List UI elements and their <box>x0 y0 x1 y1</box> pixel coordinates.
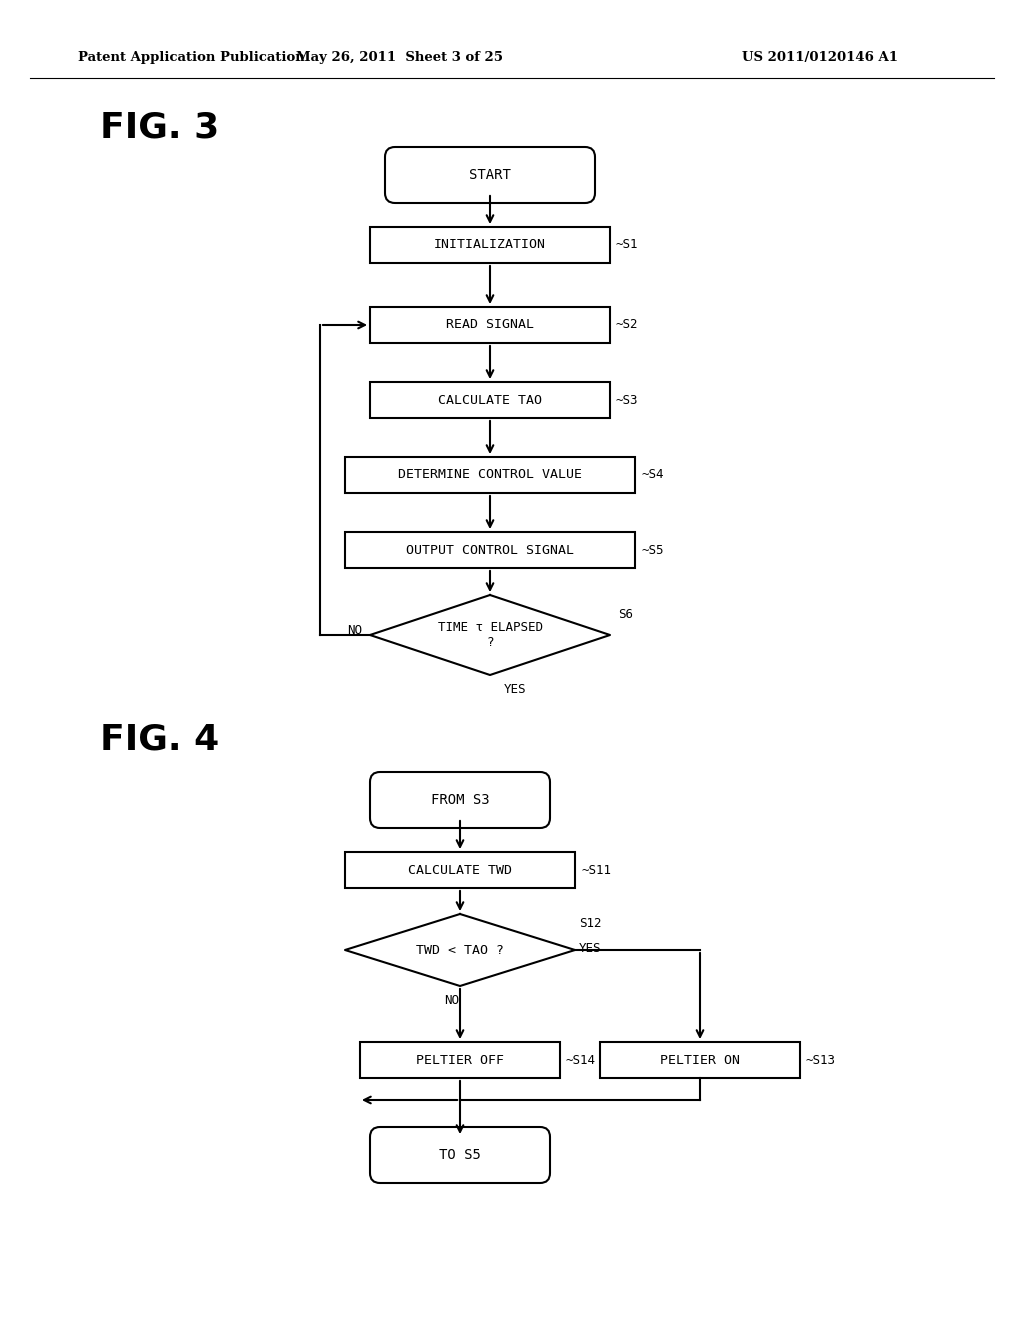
Text: US 2011/0120146 A1: US 2011/0120146 A1 <box>742 51 898 65</box>
Polygon shape <box>370 595 610 675</box>
Text: CALCULATE TAO: CALCULATE TAO <box>438 393 542 407</box>
Text: ~S13: ~S13 <box>806 1053 836 1067</box>
Text: INITIALIZATION: INITIALIZATION <box>434 239 546 252</box>
Text: NO: NO <box>444 994 460 1007</box>
Text: ~S1: ~S1 <box>616 239 639 252</box>
Text: DETERMINE CONTROL VALUE: DETERMINE CONTROL VALUE <box>398 469 582 482</box>
Polygon shape <box>345 913 575 986</box>
FancyBboxPatch shape <box>370 1127 550 1183</box>
Text: ~S11: ~S11 <box>581 863 611 876</box>
Bar <box>370 227 610 263</box>
Text: FROM S3: FROM S3 <box>431 793 489 807</box>
Text: ~S4: ~S4 <box>641 469 664 482</box>
Bar <box>370 381 610 418</box>
Text: ~S14: ~S14 <box>566 1053 596 1067</box>
Bar <box>345 851 575 888</box>
Text: YES: YES <box>504 682 526 696</box>
Bar <box>345 457 635 492</box>
Text: TO S5: TO S5 <box>439 1148 481 1162</box>
Text: ~S2: ~S2 <box>616 318 639 331</box>
Text: TWD < TAO ?: TWD < TAO ? <box>416 944 504 957</box>
Bar <box>600 1041 800 1078</box>
Bar <box>370 308 610 343</box>
Text: NO: NO <box>347 624 362 638</box>
Text: START: START <box>469 168 511 182</box>
Text: TIME τ ELAPSED
?: TIME τ ELAPSED ? <box>437 620 543 649</box>
FancyBboxPatch shape <box>385 147 595 203</box>
Text: FIG. 4: FIG. 4 <box>100 723 219 756</box>
Bar <box>360 1041 560 1078</box>
Text: S6: S6 <box>618 609 633 622</box>
Text: FIG. 3: FIG. 3 <box>100 111 219 145</box>
Text: S12: S12 <box>579 917 601 931</box>
Text: PELTIER OFF: PELTIER OFF <box>416 1053 504 1067</box>
Text: PELTIER ON: PELTIER ON <box>660 1053 740 1067</box>
Text: May 26, 2011  Sheet 3 of 25: May 26, 2011 Sheet 3 of 25 <box>297 51 504 65</box>
Text: CALCULATE TWD: CALCULATE TWD <box>408 863 512 876</box>
Text: Patent Application Publication: Patent Application Publication <box>78 51 305 65</box>
Text: YES: YES <box>579 942 601 954</box>
Text: READ SIGNAL: READ SIGNAL <box>446 318 534 331</box>
Bar <box>345 532 635 568</box>
Text: ~S5: ~S5 <box>641 544 664 557</box>
Text: OUTPUT CONTROL SIGNAL: OUTPUT CONTROL SIGNAL <box>406 544 574 557</box>
FancyBboxPatch shape <box>370 772 550 828</box>
Text: ~S3: ~S3 <box>616 393 639 407</box>
